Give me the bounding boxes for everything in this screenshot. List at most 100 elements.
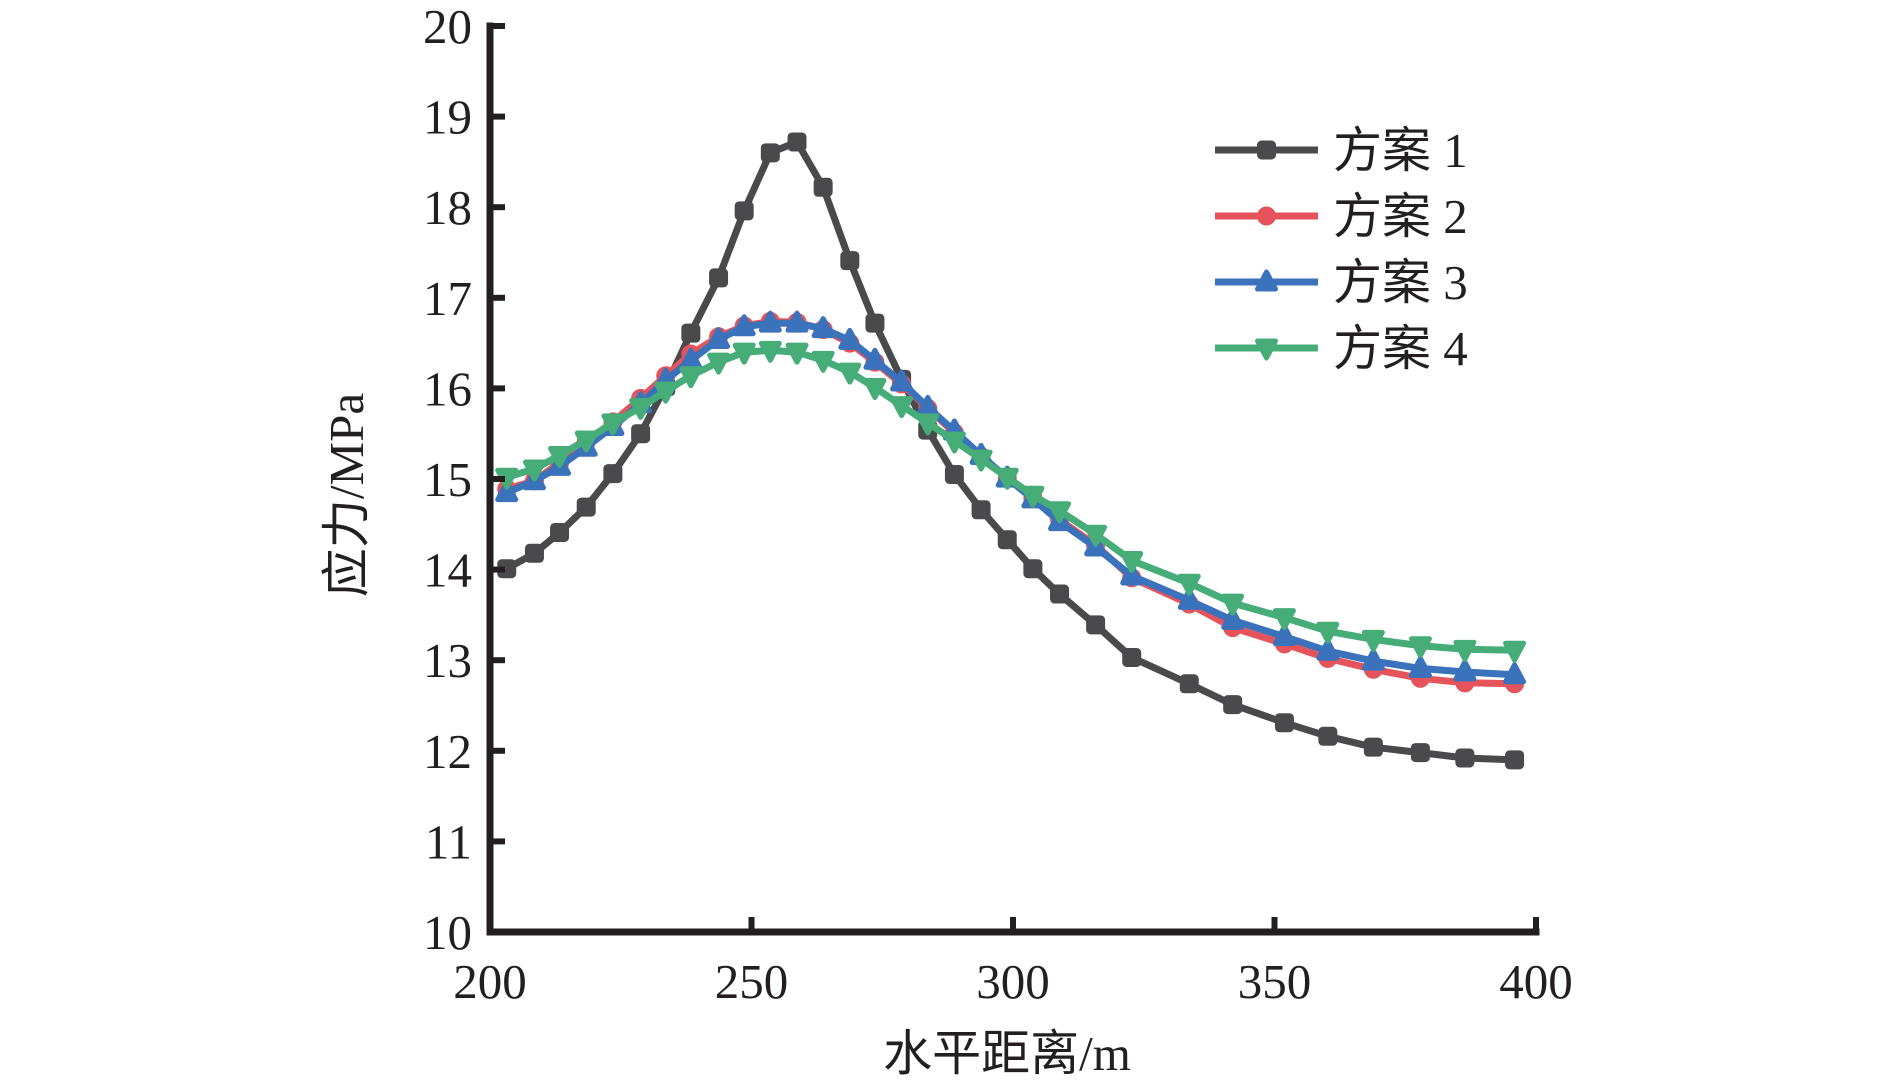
data-point xyxy=(971,500,991,520)
y-tick-label: 13 xyxy=(423,633,472,688)
data-point xyxy=(709,268,729,288)
data-point xyxy=(1122,647,1142,667)
data-point xyxy=(758,310,782,333)
series-line xyxy=(505,346,1515,654)
data-point xyxy=(1084,524,1108,547)
data-point xyxy=(758,340,782,363)
data-point xyxy=(995,467,1019,490)
legend-item: 方案 2 xyxy=(1215,189,1468,244)
data-point xyxy=(1455,748,1475,768)
legend-item: 方案 3 xyxy=(1215,255,1468,310)
data-point xyxy=(1408,655,1432,678)
data-point xyxy=(654,381,678,404)
series-1 xyxy=(497,132,1525,770)
data-point xyxy=(1318,726,1338,746)
data-point xyxy=(1086,615,1106,635)
data-point xyxy=(679,366,703,389)
y-tick-label: 10 xyxy=(423,905,472,960)
data-point xyxy=(707,326,731,349)
x-tick-label: 250 xyxy=(715,954,789,1009)
data-point xyxy=(601,413,625,436)
data-point xyxy=(863,347,887,370)
data-point xyxy=(997,530,1017,550)
data-point xyxy=(1363,737,1383,757)
data-point xyxy=(576,497,596,517)
data-point xyxy=(495,480,519,503)
legend-item: 方案 4 xyxy=(1215,321,1468,376)
data-point xyxy=(631,424,651,444)
data-point xyxy=(1050,584,1070,604)
legend-label: 方案 3 xyxy=(1333,255,1468,310)
data-point xyxy=(1023,559,1043,579)
data-point xyxy=(1453,639,1477,662)
data-point xyxy=(865,313,885,333)
data-point xyxy=(785,310,809,333)
data-point xyxy=(1120,563,1144,586)
data-point xyxy=(1221,593,1245,616)
y-tick-label: 16 xyxy=(423,361,472,416)
data-point xyxy=(550,522,570,542)
y-tick-label: 18 xyxy=(423,180,472,235)
data-point xyxy=(1410,743,1430,763)
legend-marker-icon xyxy=(1255,269,1278,292)
legend-label: 方案 2 xyxy=(1333,189,1468,244)
data-point xyxy=(811,316,835,339)
y-tick-label: 12 xyxy=(423,724,472,779)
data-point xyxy=(574,430,598,453)
data-point xyxy=(548,445,572,468)
data-point xyxy=(524,543,544,563)
data-point xyxy=(681,323,701,343)
data-point xyxy=(1048,501,1072,524)
data-point xyxy=(1272,608,1296,631)
data-point xyxy=(811,350,835,373)
plot-series xyxy=(495,132,1527,770)
data-point xyxy=(1021,485,1045,508)
data-point xyxy=(629,397,653,420)
data-point xyxy=(840,251,860,271)
data-point xyxy=(734,201,754,221)
x-tick-label: 300 xyxy=(976,954,1050,1009)
x-tick-label: 200 xyxy=(453,954,527,1009)
data-point xyxy=(1316,621,1340,644)
data-point xyxy=(916,413,940,436)
series-3 xyxy=(495,310,1527,685)
data-point xyxy=(1272,624,1296,647)
data-point xyxy=(1503,640,1527,663)
legend-label: 方案 1 xyxy=(1333,123,1468,178)
data-point xyxy=(1503,662,1527,685)
data-point xyxy=(707,352,731,375)
data-point xyxy=(732,342,756,365)
data-point xyxy=(944,464,964,484)
data-point xyxy=(942,431,966,454)
data-point xyxy=(969,449,993,472)
data-point xyxy=(838,327,862,350)
y-tick-label: 14 xyxy=(423,543,472,598)
x-tick-label: 400 xyxy=(1499,954,1573,1009)
x-ticks: 200 250 300 350 400 xyxy=(453,917,1573,1009)
data-point xyxy=(1408,636,1432,659)
data-point xyxy=(1221,607,1245,630)
y-tick-label: 20 xyxy=(423,0,472,54)
y-ticks: 10 11 12 13 14 15 16 17 18 19 20 xyxy=(423,0,505,960)
data-point xyxy=(760,143,780,163)
data-point xyxy=(603,464,623,484)
y-tick-label: 11 xyxy=(425,814,472,869)
legend-marker-icon xyxy=(1255,338,1278,361)
data-point xyxy=(1120,551,1144,574)
data-point xyxy=(1316,638,1340,661)
data-point xyxy=(890,396,914,419)
x-tick-label: 350 xyxy=(1238,954,1312,1009)
data-point xyxy=(1177,573,1201,596)
data-point xyxy=(1179,674,1199,694)
data-point xyxy=(1361,648,1385,671)
data-point xyxy=(1505,750,1525,770)
data-point xyxy=(732,314,756,337)
data-point xyxy=(1177,587,1201,610)
y-axis-title: 应力/MPa xyxy=(319,393,374,597)
data-point xyxy=(1453,659,1477,682)
data-point xyxy=(813,177,833,197)
y-tick-label: 17 xyxy=(423,271,472,326)
data-point xyxy=(1223,695,1243,715)
x-axis-title: 水平距离/m xyxy=(883,1026,1131,1081)
